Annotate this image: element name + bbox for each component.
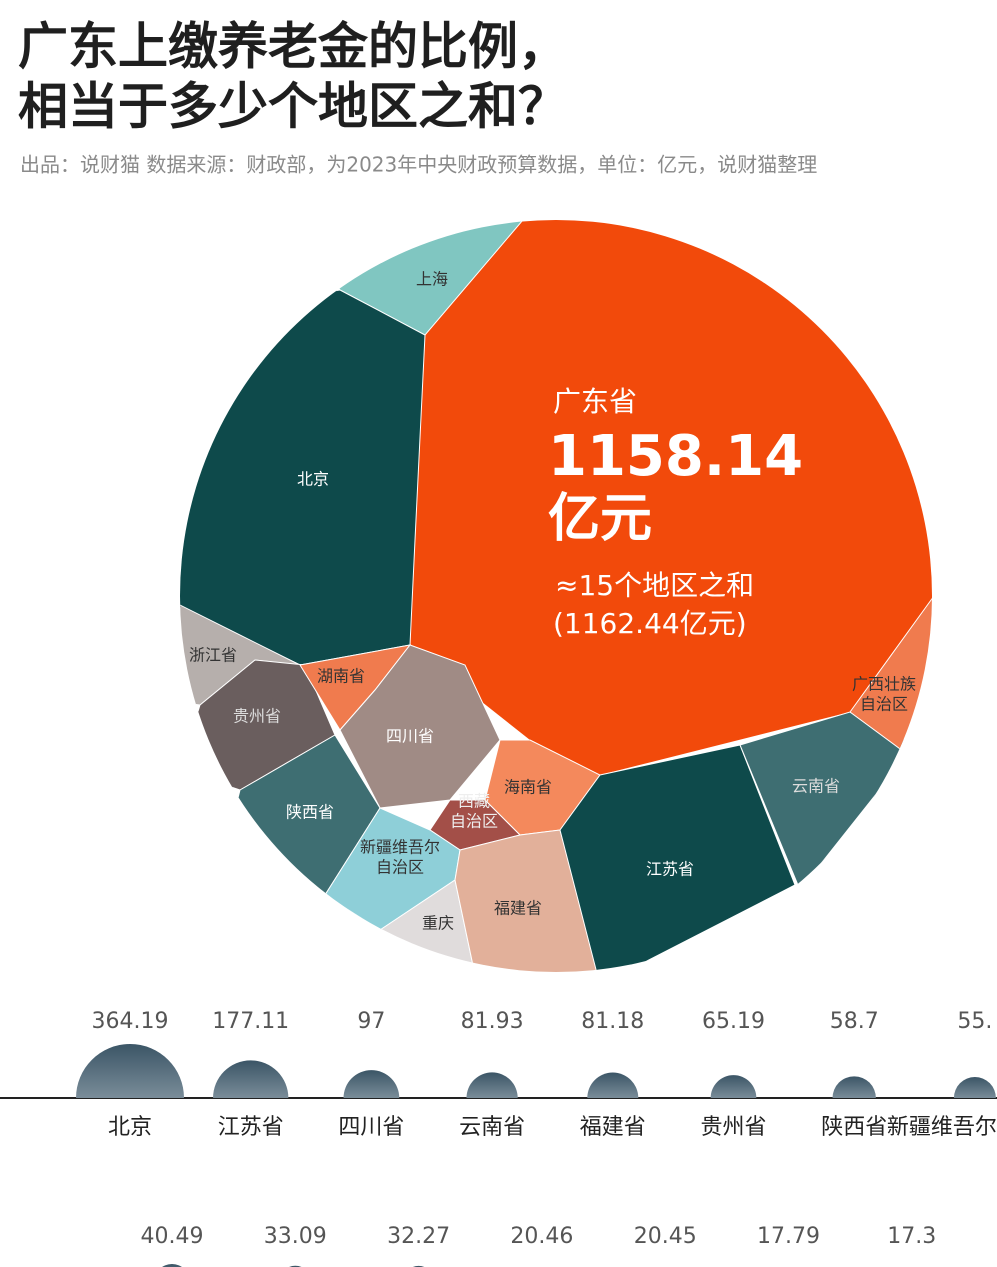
value-label: 40.49 [141, 1224, 204, 1249]
value-label: 55. [957, 1009, 992, 1034]
cell [454, 829, 601, 972]
bubble [162, 1263, 182, 1267]
cell-label: 西藏 [458, 792, 490, 811]
bubble [710, 1075, 757, 1098]
bubbles: 364.19 北京 177.11 江苏省 97 四川省 81.93 云南省 81.18 福建省 65… [76, 1009, 997, 1267]
value-label: 17.3 [887, 1224, 936, 1249]
cell-labels: 上海北京浙江省贵州省湖南省四川省陕西省海南省西藏自治区新疆维吾尔自治区重庆福建省… [189, 270, 916, 933]
subtitle: 出品：说财猫 数据来源：财政部，为2023年中央财政预算数据，单位：亿元，说财猫… [20, 153, 817, 177]
cell-label: 新疆维吾尔 [360, 838, 440, 857]
value-label: 65.19 [702, 1009, 765, 1034]
cell-label: 贵州省 [233, 707, 281, 726]
category-label: 四川省 [338, 1115, 404, 1140]
bubble [213, 1060, 289, 1098]
title-line: 相当于多少个地区之和？ [18, 78, 568, 136]
value-label: 97 [357, 1009, 385, 1034]
highlight-value: 1158.14 [548, 424, 803, 489]
value-label: 33.09 [264, 1224, 327, 1249]
bubble [343, 1070, 400, 1098]
voronoi [180, 220, 932, 972]
cell-label: 广西壮族 [852, 675, 916, 694]
cell-label: 福建省 [494, 899, 542, 918]
cell-guangdong [410, 220, 932, 775]
category-label: 贵州省 [700, 1115, 766, 1140]
value-label: 32.27 [387, 1224, 450, 1249]
category-label: 云南省 [459, 1115, 525, 1140]
cell-label: 海南省 [504, 778, 552, 797]
cell-label: 北京 [297, 470, 329, 489]
cell-label: 重庆 [422, 914, 454, 933]
title-line: 广东上缴养老金的比例， [18, 18, 568, 76]
cell [180, 289, 426, 666]
value-label: 81.93 [461, 1009, 524, 1034]
value-label: 177.11 [212, 1009, 289, 1034]
bubble [953, 1077, 996, 1098]
cell-label: 自治区 [450, 812, 498, 831]
category-label: 福建省 [580, 1115, 646, 1140]
highlight-note: ≈15个地区之和 [555, 569, 754, 602]
category-label: 陕西省 [821, 1115, 887, 1140]
value-label: 58.7 [830, 1009, 879, 1034]
cell [559, 744, 796, 972]
value-label: 364.19 [92, 1009, 169, 1034]
highlight-name: 广东省 [553, 385, 637, 418]
cell-label: 上海 [416, 270, 448, 289]
cell [339, 644, 501, 809]
category-label: 江苏省 [218, 1115, 284, 1140]
cell-label: 陕西省 [286, 803, 334, 822]
cell-label: 四川省 [386, 727, 434, 746]
category-label: 北京 [108, 1115, 152, 1140]
value-label: 81.18 [581, 1009, 644, 1034]
bubble [76, 1044, 184, 1098]
bubble [466, 1072, 518, 1098]
cell-label: 江苏省 [646, 860, 694, 879]
cell-label: 浙江省 [189, 646, 237, 665]
cell-label: 自治区 [860, 695, 908, 714]
bubble [587, 1072, 639, 1098]
cell-label: 湖南省 [317, 667, 365, 686]
value-label: 17.79 [757, 1224, 820, 1249]
cell [849, 558, 932, 761]
value-label: 20.45 [634, 1224, 697, 1249]
highlight-total: (1162.44亿元) [553, 607, 747, 640]
value-label: 20.46 [510, 1224, 573, 1249]
cell-label: 自治区 [376, 858, 424, 877]
highlight-unit: 亿元 [548, 489, 652, 549]
cell-label: 云南省 [792, 777, 840, 796]
bubble [832, 1076, 876, 1098]
